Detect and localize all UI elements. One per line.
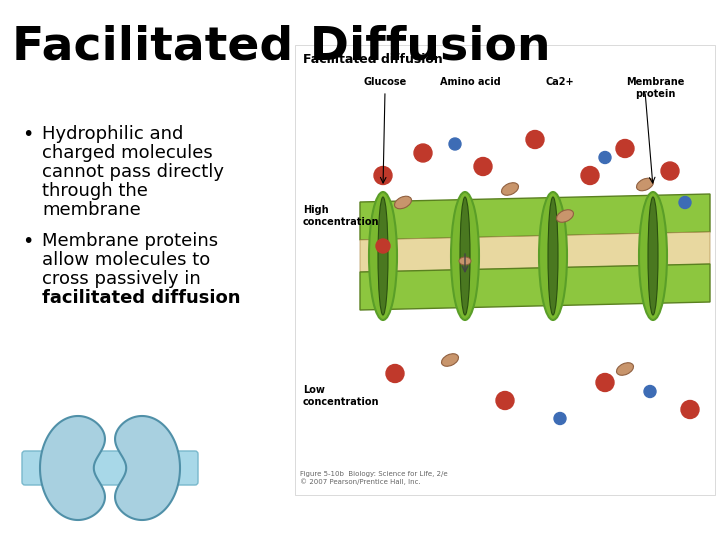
Text: •: •	[22, 232, 33, 251]
FancyBboxPatch shape	[22, 451, 198, 485]
Polygon shape	[360, 194, 710, 240]
Ellipse shape	[459, 257, 471, 265]
Polygon shape	[360, 232, 710, 272]
Ellipse shape	[441, 354, 459, 366]
Text: Facilitated diffusion: Facilitated diffusion	[303, 53, 443, 66]
Text: charged molecules: charged molecules	[42, 144, 212, 162]
Circle shape	[474, 158, 492, 176]
Circle shape	[644, 386, 656, 397]
Polygon shape	[40, 416, 105, 520]
Text: membrane: membrane	[42, 201, 140, 219]
Circle shape	[599, 152, 611, 164]
Circle shape	[374, 166, 392, 185]
Text: Membrane
protein: Membrane protein	[626, 77, 684, 99]
Circle shape	[581, 166, 599, 185]
Text: facilitated diffusion: facilitated diffusion	[42, 289, 240, 307]
Circle shape	[596, 374, 614, 391]
Ellipse shape	[636, 178, 654, 191]
Ellipse shape	[639, 192, 667, 320]
Ellipse shape	[502, 183, 518, 195]
Circle shape	[449, 138, 461, 150]
Circle shape	[661, 162, 679, 180]
Text: High
concentration: High concentration	[303, 205, 379, 227]
Ellipse shape	[395, 196, 412, 209]
Text: cannot pass directly: cannot pass directly	[42, 163, 224, 181]
Polygon shape	[360, 264, 710, 310]
Circle shape	[616, 139, 634, 158]
Polygon shape	[115, 416, 180, 520]
Text: Ca2+: Ca2+	[546, 77, 575, 87]
Text: Facilitated Diffusion: Facilitated Diffusion	[12, 25, 551, 70]
Ellipse shape	[369, 192, 397, 320]
Ellipse shape	[460, 197, 470, 315]
Circle shape	[681, 401, 699, 418]
Circle shape	[554, 413, 566, 424]
Circle shape	[526, 131, 544, 149]
Ellipse shape	[539, 192, 567, 320]
Text: Amino acid: Amino acid	[440, 77, 500, 87]
Text: Glucose: Glucose	[364, 77, 407, 87]
Text: Figure 5-10b  Biology: Science for Life, 2/e
© 2007 Pearson/Prentice Hall, Inc.: Figure 5-10b Biology: Science for Life, …	[300, 471, 448, 485]
Circle shape	[386, 364, 404, 382]
Ellipse shape	[557, 210, 574, 222]
Text: •: •	[22, 125, 33, 144]
Ellipse shape	[378, 197, 388, 315]
Circle shape	[376, 239, 390, 253]
FancyBboxPatch shape	[295, 45, 715, 495]
Text: allow molecules to: allow molecules to	[42, 251, 210, 269]
Text: Low
concentration: Low concentration	[303, 385, 379, 407]
Text: Hydrophilic and: Hydrophilic and	[42, 125, 184, 143]
Circle shape	[414, 144, 432, 162]
Ellipse shape	[616, 363, 634, 375]
Ellipse shape	[648, 197, 658, 315]
Circle shape	[496, 392, 514, 409]
Text: through the: through the	[42, 182, 148, 200]
Circle shape	[679, 197, 691, 208]
Text: Membrane proteins: Membrane proteins	[42, 232, 218, 250]
Ellipse shape	[548, 197, 558, 315]
Ellipse shape	[451, 192, 479, 320]
Text: cross passively in: cross passively in	[42, 270, 201, 288]
